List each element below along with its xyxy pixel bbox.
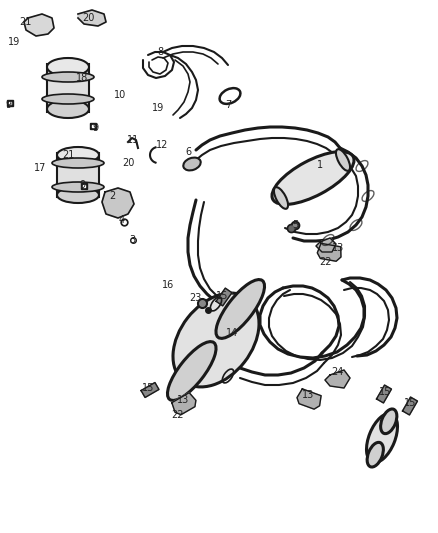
Ellipse shape (52, 158, 104, 168)
Polygon shape (325, 370, 350, 388)
Polygon shape (377, 385, 392, 403)
Text: 19: 19 (152, 103, 164, 113)
Text: 10: 10 (114, 90, 126, 100)
Text: 13: 13 (332, 243, 344, 253)
Ellipse shape (57, 187, 99, 203)
Text: 20: 20 (82, 13, 94, 23)
Ellipse shape (167, 342, 216, 400)
Polygon shape (24, 14, 54, 36)
Ellipse shape (173, 293, 259, 387)
Text: 15: 15 (404, 398, 416, 408)
Text: 18: 18 (76, 73, 88, 83)
Text: 19: 19 (8, 37, 20, 47)
Ellipse shape (47, 100, 89, 118)
Text: 17: 17 (34, 163, 46, 173)
Text: 2: 2 (109, 191, 115, 201)
Text: 16: 16 (162, 280, 174, 290)
Polygon shape (78, 10, 106, 26)
Ellipse shape (52, 182, 104, 192)
Polygon shape (317, 244, 341, 261)
Text: 13: 13 (302, 390, 314, 400)
Text: 12: 12 (156, 140, 168, 150)
Ellipse shape (367, 442, 383, 467)
Text: 9: 9 (5, 100, 11, 110)
Text: 5: 5 (292, 220, 298, 230)
FancyBboxPatch shape (47, 64, 89, 112)
Ellipse shape (42, 72, 94, 82)
Text: 11: 11 (127, 135, 139, 145)
Ellipse shape (47, 58, 89, 76)
Text: 21: 21 (62, 150, 74, 160)
Polygon shape (216, 288, 232, 306)
Ellipse shape (272, 151, 354, 205)
Text: 8: 8 (157, 47, 163, 57)
Polygon shape (297, 389, 321, 409)
Ellipse shape (381, 409, 397, 434)
Text: 15: 15 (142, 383, 154, 393)
Text: 7: 7 (225, 100, 231, 110)
Text: 4: 4 (119, 215, 125, 225)
Text: 21: 21 (19, 17, 31, 27)
Ellipse shape (274, 187, 288, 209)
Text: 22: 22 (172, 410, 184, 420)
Ellipse shape (367, 414, 398, 463)
Text: 6: 6 (185, 147, 191, 157)
Text: 20: 20 (122, 158, 134, 168)
Polygon shape (403, 397, 417, 415)
Text: 13: 13 (177, 395, 189, 405)
Text: 9: 9 (79, 180, 85, 190)
Text: 24: 24 (331, 367, 343, 377)
Text: 22: 22 (319, 257, 331, 267)
Polygon shape (141, 383, 159, 398)
Polygon shape (102, 188, 134, 218)
Text: 14: 14 (226, 328, 238, 338)
Ellipse shape (216, 280, 265, 338)
Text: 3: 3 (129, 235, 135, 245)
Ellipse shape (183, 158, 201, 171)
Ellipse shape (42, 94, 94, 104)
FancyBboxPatch shape (57, 153, 99, 197)
Text: 23: 23 (189, 293, 201, 303)
Text: 15: 15 (216, 291, 228, 301)
Ellipse shape (57, 147, 99, 163)
Text: 15: 15 (379, 387, 391, 397)
Text: 9: 9 (92, 123, 98, 133)
Polygon shape (316, 238, 336, 252)
Ellipse shape (336, 149, 350, 171)
Text: 1: 1 (317, 160, 323, 170)
Polygon shape (172, 393, 196, 415)
